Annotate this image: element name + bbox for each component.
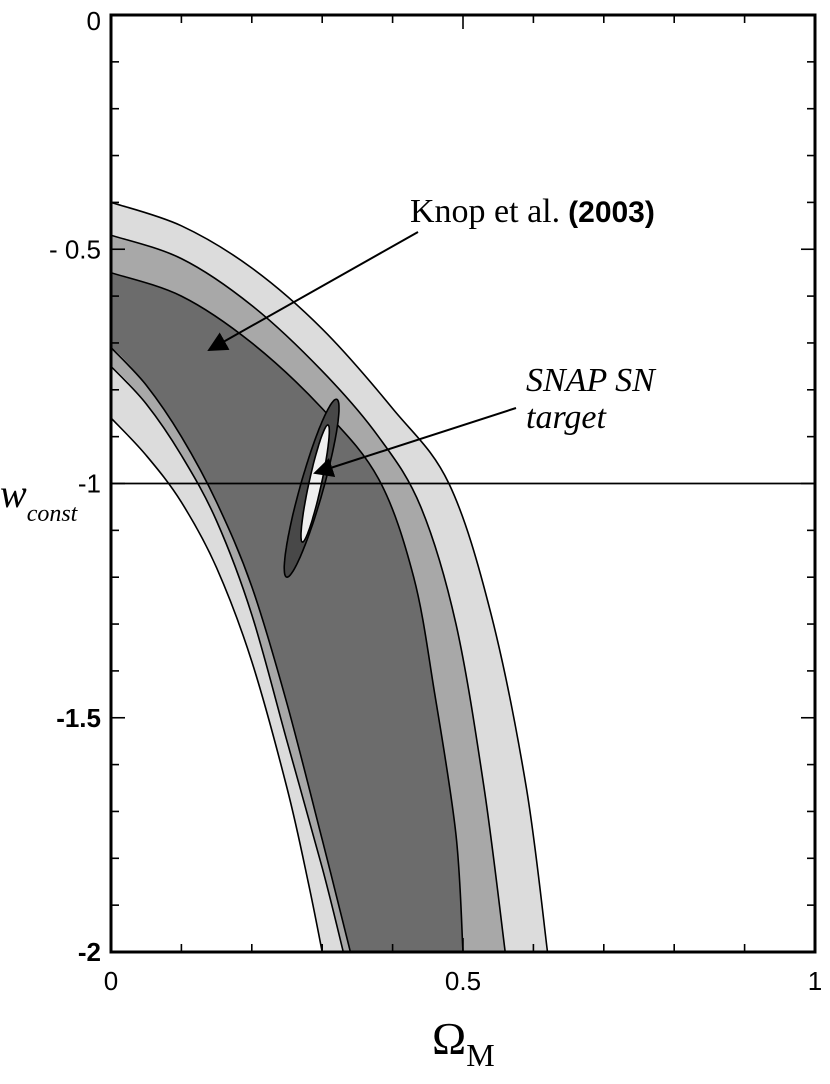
- y-tick-label: - 0.5: [49, 234, 101, 264]
- knop-annotation: Knop et al. (2003): [410, 193, 655, 230]
- contour-regions: [111, 201, 549, 952]
- x-tick-label: 0.5: [445, 966, 481, 996]
- axis-ticks: [110, 14, 816, 953]
- knop-band-inner: [111, 272, 463, 952]
- snap-arrow: [313, 407, 517, 477]
- x-axis-title-main: Ω: [432, 1013, 466, 1064]
- knop-band-inner-inner-edge: [111, 347, 352, 952]
- knop-arrow: [207, 231, 419, 351]
- knop-annotation-main: Knop et al.: [410, 193, 560, 230]
- knop-band-outer-outer-edge: [111, 201, 549, 952]
- y-tick-label: -2: [78, 937, 101, 967]
- y-axis-title-main: w: [0, 471, 27, 516]
- x-tick-label: 1: [808, 966, 822, 996]
- snap-annotation-line2: target: [526, 399, 608, 436]
- x-axis-title: ΩM: [432, 1013, 495, 1073]
- knop-band-middle-inner-edge: [111, 365, 345, 952]
- y-tick-label: -1.5: [56, 703, 101, 733]
- y-tick-label: 0: [87, 6, 101, 36]
- knop-annotation-year: (2003): [568, 196, 655, 229]
- y-axis-title: wconst: [0, 471, 79, 527]
- y-axis-title-subscript: const: [27, 501, 79, 527]
- tick-labels: 0- 0.5-1-1.5-20 0.5 1: [49, 6, 822, 996]
- knop-band-middle-outer-edge: [111, 234, 506, 952]
- x-tick-label: 0: [104, 966, 118, 996]
- knop-band-inner-outer-edge: [111, 271, 464, 952]
- knop-band-outer-inner-edge: [111, 417, 323, 952]
- annotations: Knop et al. (2003) SNAP SN target: [207, 193, 657, 477]
- x-axis-title-subscript: M: [466, 1037, 494, 1073]
- y-tick-label: -1: [78, 469, 101, 499]
- snap-annotation-line1: SNAP SN: [526, 362, 657, 399]
